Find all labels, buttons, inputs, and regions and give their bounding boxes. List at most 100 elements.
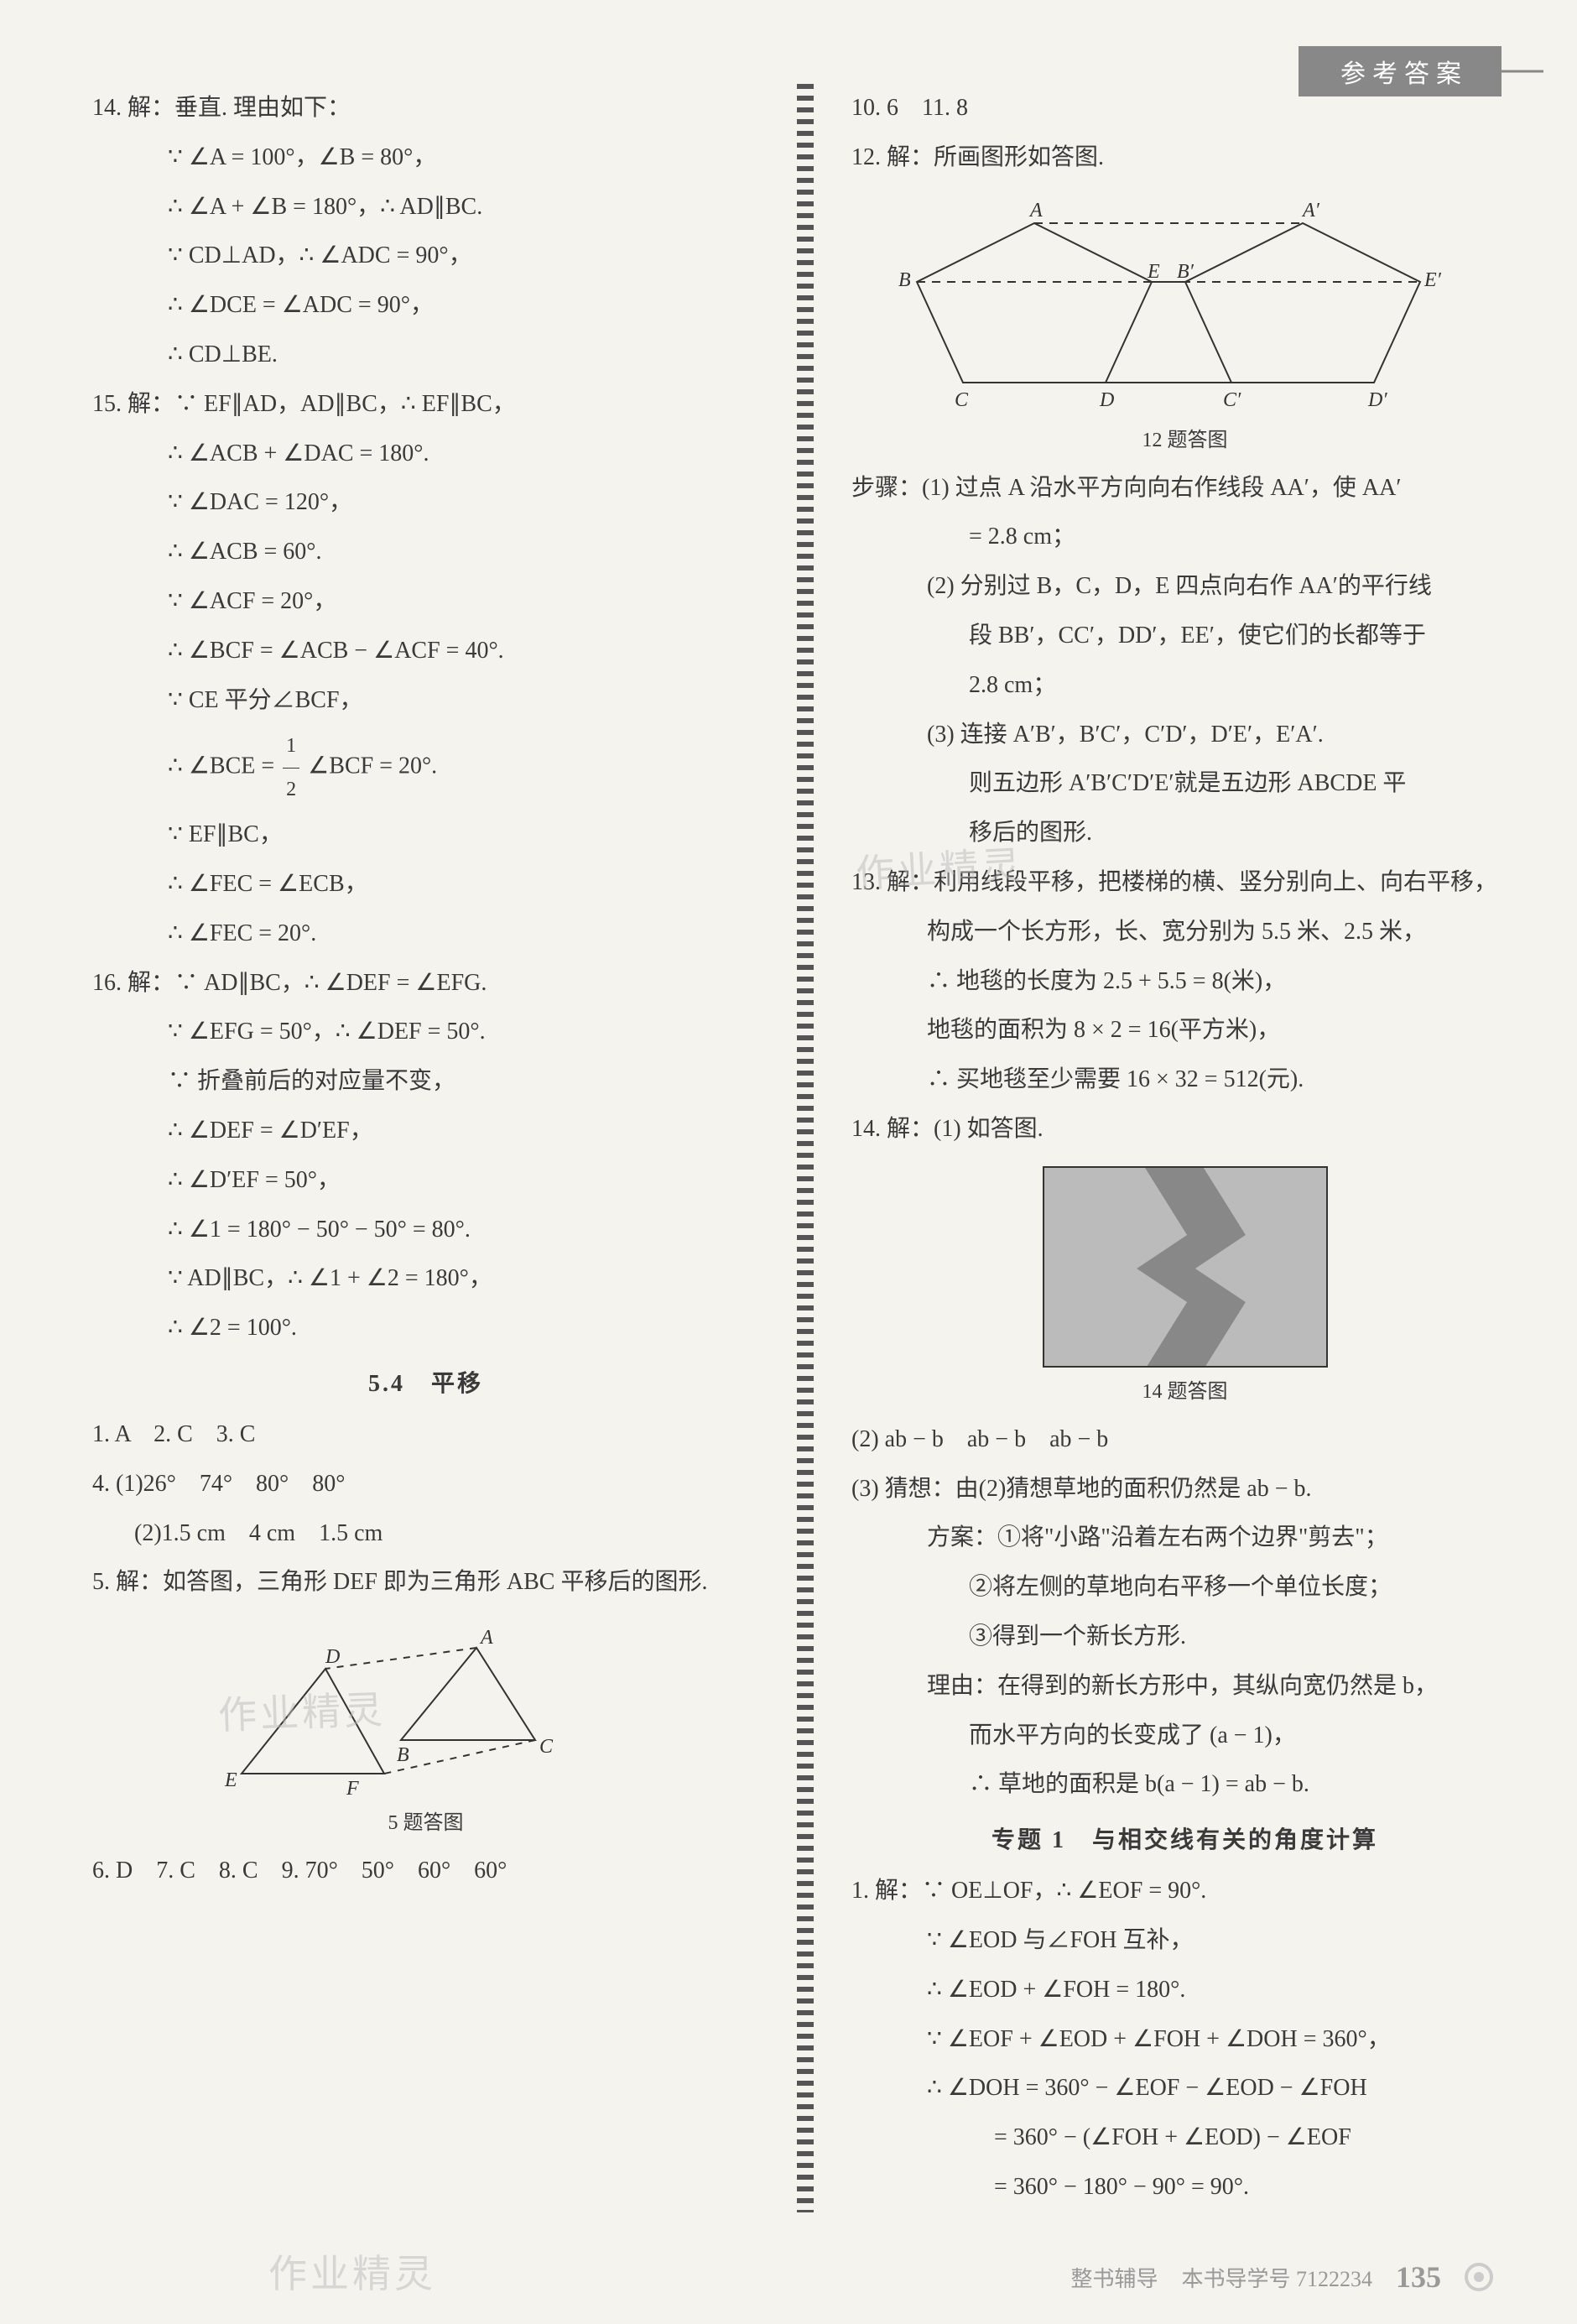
left-column: 14. 解：垂直. 理由如下： ∵ ∠A = 100°，∠B = 80°， ∴ … (92, 84, 759, 2212)
page-number: 135 (1396, 2259, 1441, 2295)
zt1-l6: = 360° − 180° − 90° = 90°. (851, 2163, 1518, 2212)
zt1-l1: ∵ ∠EOD 与∠FOH 互补， (851, 1916, 1518, 1966)
zt1-l5: = 360° − (∠FOH + ∠EOD) − ∠EOF (851, 2113, 1518, 2163)
q12-l2b: 段 BB′，CC′，DD′，EE′，使它们的长都等于 (851, 612, 1518, 661)
q16-l4: ∴ ∠D′EF = 50°， (92, 1156, 759, 1206)
q15-l7b: ∠BCF = 20°. (308, 753, 437, 779)
q14r-l9: ∴ 草地的面积是 b(a − 1) = ab − b. (851, 1760, 1518, 1810)
q12-l3c: 移后的图形. (851, 809, 1518, 858)
q15-l8: ∵ EF∥BC， (92, 810, 759, 860)
q14r-l7: 理由：在得到的新长方形中，其纵向宽仍然是 b， (851, 1662, 1518, 1712)
q14-l2: ∴ ∠A + ∠B = 180°，∴ AD∥BC. (92, 183, 759, 232)
figure-14 (1043, 1166, 1328, 1368)
fig5-F: F (346, 1778, 359, 1799)
sec54-l4: 5. 解：如答图，三角形 DEF 即为三角形 ABC 平移后的图形. (92, 1558, 759, 1608)
q14-l3: ∵ CD⊥AD，∴ ∠ADC = 90°， (92, 232, 759, 281)
q14r-l8: 而水平方向的长变成了 (a − 1)， (851, 1712, 1518, 1761)
q15-l3: ∴ ∠ACB = 60°. (92, 528, 759, 577)
sec54-l1: 1. A 2. C 3. C (92, 1410, 759, 1460)
fig5-B: B (397, 1744, 409, 1766)
q13-l1: 构成一个长方形，长、宽分别为 5.5 米、2.5 米， (851, 908, 1518, 957)
q15-l4: ∵ ∠ACF = 20°， (92, 577, 759, 627)
footer-b: 本书导学号 7122234 (1181, 2262, 1372, 2293)
fig5-C: C (539, 1736, 554, 1758)
sec54b-l1: 6. D 7. C 8. C 9. 70° 50° 60° 60° (92, 1847, 759, 1896)
fraction-den: 2 (283, 769, 299, 810)
figure-5: A B C D E F (208, 1623, 644, 1799)
q16-head: 16. 解：∵ AD∥BC，∴ ∠DEF = ∠EFG. (92, 959, 759, 1008)
q13-l4: ∴ 买地毯至少需要 16 × 32 = 512(元). (851, 1055, 1518, 1105)
footer-a: 整书辅导 (1070, 2262, 1158, 2293)
q16-l2: ∵ 折叠前后的对应量不变， (92, 1057, 759, 1107)
fig12-Ep: E′ (1423, 269, 1442, 291)
sec54-l3: (2)1.5 cm 4 cm 1.5 cm (92, 1509, 759, 1559)
q15-l5: ∴ ∠BCF = ∠ACB − ∠ACF = 40°. (92, 627, 759, 676)
two-column-layout: 14. 解：垂直. 理由如下： ∵ ∠A = 100°，∠B = 80°， ∴ … (92, 84, 1518, 2212)
q14r-l5: ②将左侧的草地向右平移一个单位长度； (851, 1563, 1518, 1613)
figure-5-caption: 5 题答图 (92, 1806, 759, 1835)
fraction-half: 1 2 (283, 725, 299, 810)
q15-l10: ∴ ∠FEC = 20°. (92, 909, 759, 959)
q12-l1b: = 2.8 cm； (851, 513, 1518, 562)
fig12-Dp: D′ (1367, 389, 1387, 411)
zt1-l3: ∵ ∠EOF + ∠EOD + ∠FOH + ∠DOH = 360°， (851, 2015, 1518, 2065)
q14r-l4: 方案：①将"小路"沿着左右两个边界"剪去"； (851, 1514, 1518, 1563)
q14r-l6: ③得到一个新长方形. (851, 1613, 1518, 1662)
q13-l2: ∴ 地毯的长度为 2.5 + 5.5 = 8(米)， (851, 957, 1518, 1007)
q15-l2: ∵ ∠DAC = 120°， (92, 478, 759, 528)
fig5-E: E (224, 1769, 237, 1791)
fraction-num: 1 (283, 725, 299, 768)
q12-l3b: 则五边形 A′B′C′D′E′就是五边形 ABCDE 平 (851, 759, 1518, 809)
fig12-E: E (1147, 261, 1160, 283)
q13-head: 13. 解：利用线段平移，把楼梯的横、竖分别向上、向右平移， (851, 858, 1518, 908)
right-column: 10. 6 11. 8 12. 解：所画图形如答图. A B C D E (851, 84, 1518, 2212)
q12-l1: 步骤：(1) 过点 A 沿水平方向向右作线段 AA′，使 AA′ (851, 464, 1518, 513)
q14r-l2: (2) ab − b ab − b ab − b (851, 1415, 1518, 1465)
q13-l3: 地毯的面积为 8 × 2 = 16(平方米)， (851, 1006, 1518, 1055)
fig12-C: C (955, 389, 969, 411)
watermark-3: 作业精灵 (268, 2243, 436, 2299)
q16-l1: ∵ ∠EFG = 50°，∴ ∠DEF = 50°. (92, 1008, 759, 1057)
q14-l4: ∴ ∠DCE = ∠ADC = 90°， (92, 281, 759, 331)
figure-12-caption: 12 题答图 (851, 423, 1518, 452)
q12-l2: (2) 分别过 B，C，D，E 四点向右作 AA′的平行线 (851, 562, 1518, 612)
q16-l5: ∴ ∠1 = 180° − 50° − 50° = 80°. (92, 1206, 759, 1255)
zt1-head: 1. 解：∵ OE⊥OF，∴ ∠EOF = 90°. (851, 1867, 1518, 1916)
q14-l5: ∴ CD⊥BE. (92, 331, 759, 380)
q12-l3: (3) 连接 A′B′，B′C′，C′D′，D′E′，E′A′. (851, 711, 1518, 760)
q15-l1: ∴ ∠ACB + ∠DAC = 180°. (92, 430, 759, 479)
q15-l7a: ∴ ∠BCE = (168, 753, 280, 779)
q15-l9: ∴ ∠FEC = ∠ECB， (92, 860, 759, 909)
figure-14-caption: 14 题答图 (851, 1374, 1518, 1404)
q14-l1: ∵ ∠A = 100°，∠B = 80°， (92, 133, 759, 183)
q14r-head: 14. 解：(1) 如答图. (851, 1105, 1518, 1154)
q14r-l3: (3) 猜想：由(2)猜想草地的面积仍然是 ab − b. (851, 1465, 1518, 1514)
q15-l6: ∵ CE 平分∠BCF， (92, 676, 759, 726)
fig12-A: A (1028, 200, 1043, 221)
fig12-Bp: B′ (1177, 261, 1194, 283)
column-divider (797, 84, 814, 2212)
header-tab: 参考答案 (1299, 46, 1502, 96)
q16-l6: ∵ AD∥BC，∴ ∠1 + ∠2 = 180°， (92, 1254, 759, 1304)
q12-l2c: 2.8 cm； (851, 661, 1518, 711)
q15-head: 15. 解：∵ EF∥AD，AD∥BC，∴ EF∥BC， (92, 380, 759, 430)
fig12-Cp: C′ (1223, 389, 1241, 411)
figure-12: A B C D E A′ B′ C′ D′ E′ (883, 198, 1487, 416)
fig12-Ap: A′ (1301, 200, 1320, 221)
zt1-l2: ∴ ∠EOD + ∠FOH = 180°. (851, 1966, 1518, 2015)
fig5-A: A (479, 1627, 493, 1649)
q16-l7: ∴ ∠2 = 100°. (92, 1304, 759, 1353)
q15-l7: ∴ ∠BCE = 1 2 ∠BCF = 20°. (92, 725, 759, 810)
zt1-l4: ∴ ∠DOH = 360° − ∠EOF − ∠EOD − ∠FOH (851, 2064, 1518, 2113)
fig5-D: D (325, 1646, 340, 1668)
fig12-B: B (898, 269, 911, 291)
fig12-D: D (1099, 389, 1114, 411)
section-zt1-title: 专题 1 与相交线有关的角度计算 (851, 1821, 1518, 1855)
section-5-4-title: 5.4 平移 (92, 1365, 759, 1399)
sec54-l2: 4. (1)26° 74° 80° 80° (92, 1460, 759, 1509)
footer: 整书辅导 本书导学号 7122234 135 (1070, 2259, 1493, 2295)
q16-l3: ∴ ∠DEF = ∠D′EF， (92, 1107, 759, 1156)
q12-head: 12. 解：所画图形如答图. (851, 133, 1518, 183)
q14-head: 14. 解：垂直. 理由如下： (92, 84, 759, 133)
page-ornament-icon (1465, 2263, 1493, 2291)
